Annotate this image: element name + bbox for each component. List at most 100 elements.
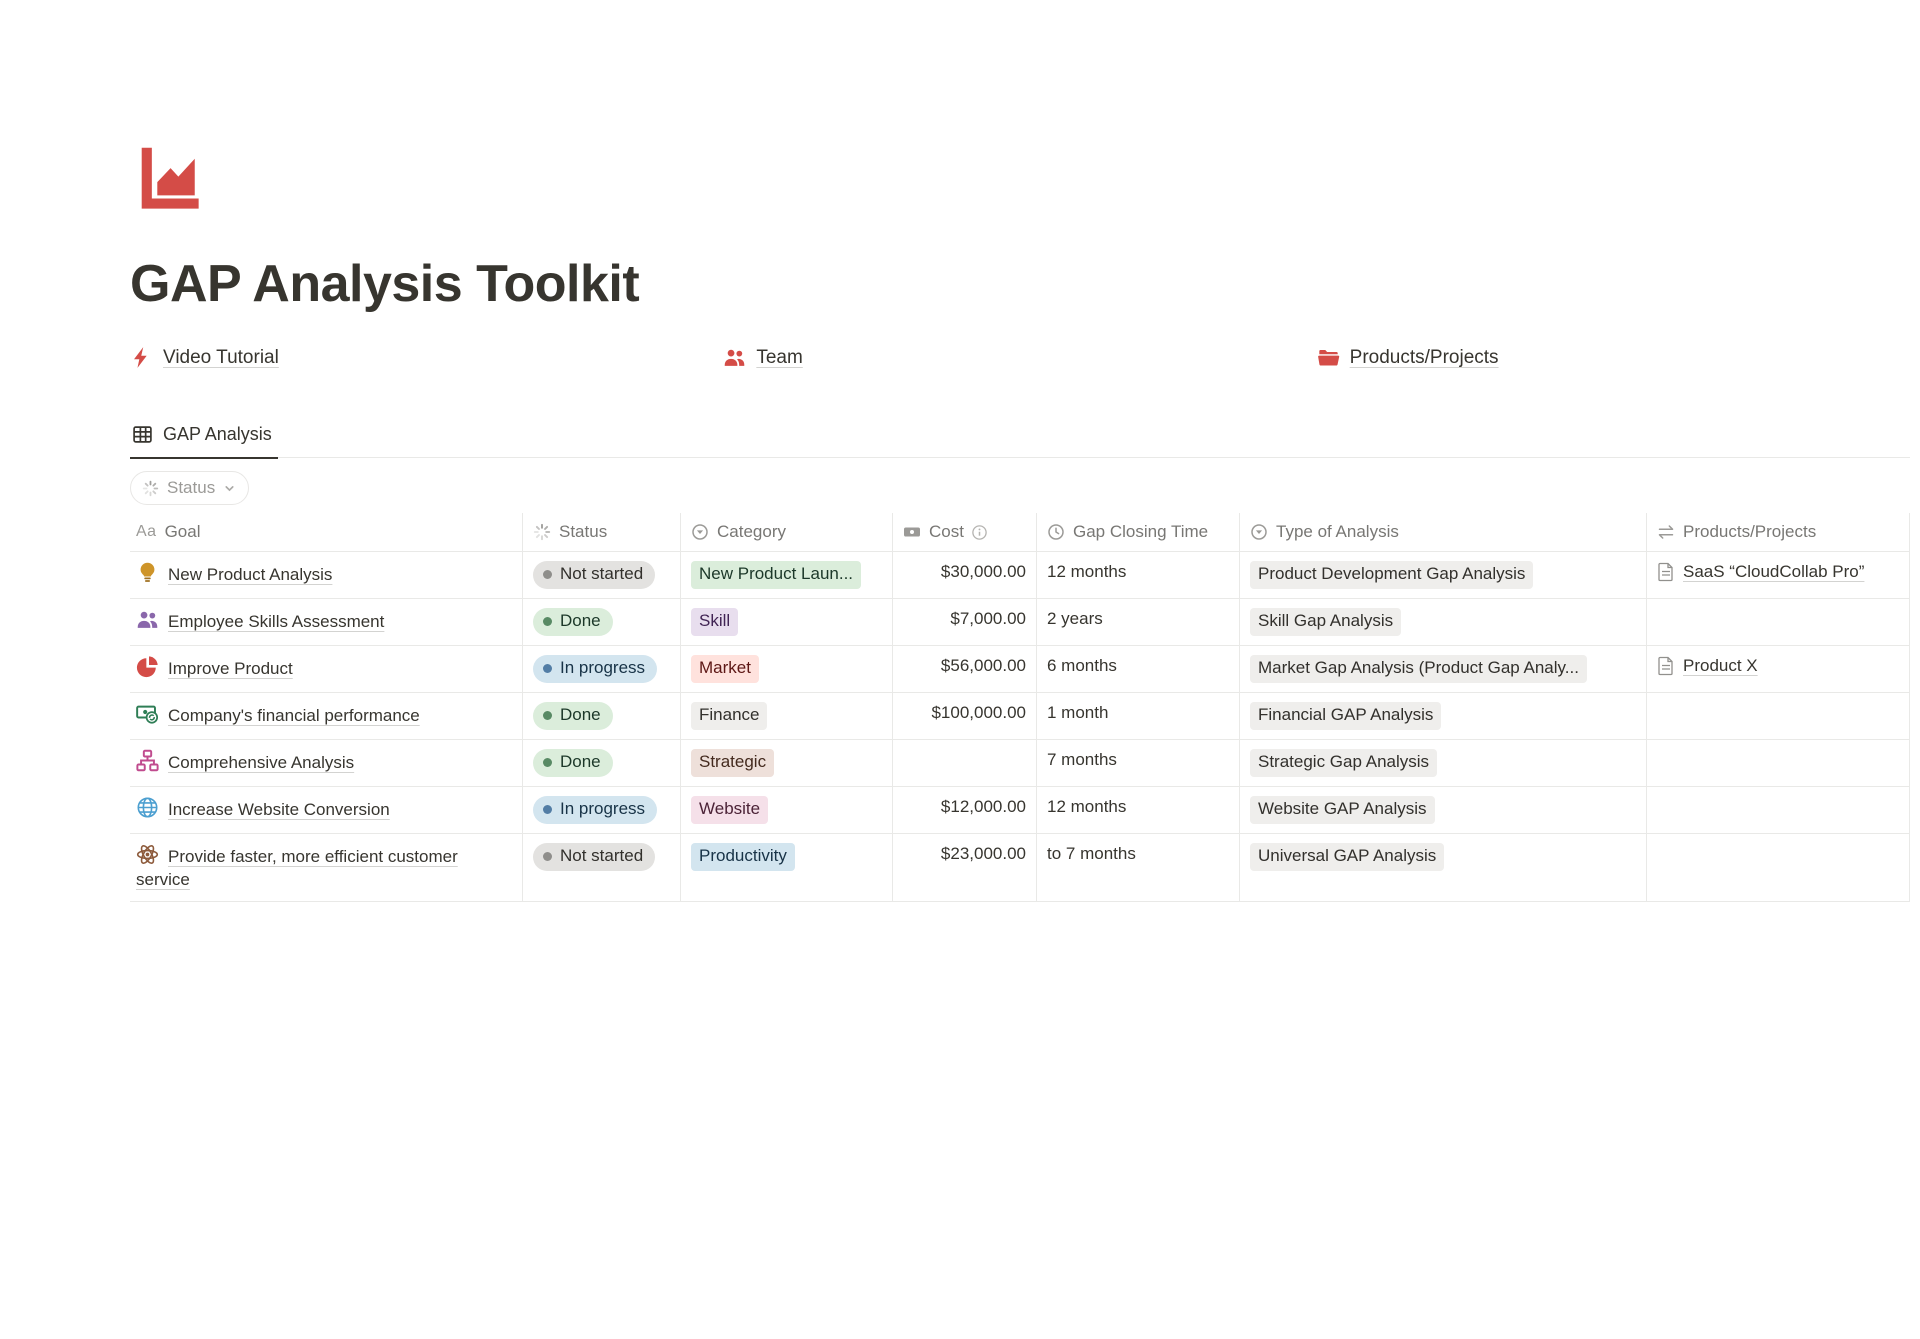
goal-cell[interactable]: Increase Website Conversion [130, 786, 523, 833]
goal-cell[interactable]: New Product Analysis [130, 552, 523, 598]
gap-closing-time-cell[interactable]: 1 month [1037, 692, 1240, 739]
relation-cell[interactable] [1647, 833, 1910, 901]
type-of-analysis-cell[interactable]: Universal GAP Analysis [1240, 833, 1647, 901]
status-cell[interactable]: Not started [523, 552, 681, 598]
table-row[interactable]: Improve Product In progress Market $56,0… [130, 645, 1910, 693]
cost-cell[interactable]: $12,000.00 [893, 786, 1037, 833]
goal-cell[interactable]: Comprehensive Analysis [130, 739, 523, 786]
cost-cell[interactable]: $56,000.00 [893, 645, 1037, 692]
goal-link[interactable]: Employee Skills Assessment [168, 611, 385, 631]
team-link[interactable]: Team [723, 346, 803, 369]
table-row[interactable]: New Product Analysis Not started New Pro… [130, 552, 1910, 599]
table-row[interactable]: Employee Skills Assessment Done Skill $7… [130, 598, 1910, 646]
pie-chart-icon [136, 655, 159, 678]
cost-cell[interactable]: $100,000.00 [893, 692, 1037, 739]
products-projects-link[interactable]: Products/Projects [1317, 346, 1499, 369]
goal-link[interactable]: Improve Product [168, 658, 293, 678]
table-row[interactable]: Comprehensive Analysis Done Strategic 7 … [130, 739, 1910, 787]
table-row[interactable]: Increase Website Conversion In progress … [130, 786, 1910, 834]
relation-page-link[interactable]: Product X [1657, 655, 1758, 678]
column-header-goal[interactable]: Aa Goal [130, 513, 523, 551]
relation-page-title: Product X [1683, 655, 1758, 675]
column-header-category[interactable]: Category [681, 513, 893, 551]
category-tag: Website [691, 795, 769, 824]
status-cell[interactable]: Done [523, 739, 681, 786]
link-columns: Video Tutorial Team Products/Projects [130, 346, 1910, 374]
cost-value: $30,000.00 [940, 562, 1026, 581]
gap-closing-time-cell[interactable]: 7 months [1037, 739, 1240, 786]
status-cell[interactable]: Done [523, 692, 681, 739]
category-cell[interactable]: New Product Laun... [681, 552, 893, 598]
relation-cell[interactable]: SaaS “CloudCollab Pro” [1647, 552, 1910, 598]
goal-link[interactable]: Increase Website Conversion [168, 799, 390, 819]
category-tag: Productivity [691, 842, 795, 871]
relation-cell[interactable] [1647, 598, 1910, 645]
money-exchange-icon [136, 702, 159, 725]
goal-cell[interactable]: Provide faster, more efficient customer … [130, 833, 523, 901]
status-filter-label: Status [167, 478, 216, 497]
type-of-analysis-cell[interactable]: Product Development Gap Analysis [1240, 552, 1647, 598]
cost-value: $100,000.00 [931, 702, 1026, 722]
info-icon [971, 524, 988, 541]
relation-cell[interactable] [1647, 739, 1910, 786]
relation-page-link[interactable]: SaaS “CloudCollab Pro” [1657, 561, 1864, 584]
column-header-status[interactable]: Status [523, 513, 681, 551]
type-of-analysis-cell[interactable]: Skill Gap Analysis [1240, 598, 1647, 645]
people-icon [723, 346, 746, 369]
column-header-type-of-analysis[interactable]: Type of Analysis [1240, 513, 1647, 551]
gap-closing-time-cell[interactable]: 12 months [1037, 786, 1240, 833]
gap-closing-time-cell[interactable]: 12 months [1037, 552, 1240, 598]
cost-cell[interactable]: $23,000.00 [893, 833, 1037, 901]
goal-link[interactable]: New Product Analysis [168, 565, 333, 584]
column-header-products-projects[interactable]: Products/Projects [1647, 513, 1910, 551]
cost-cell[interactable] [893, 739, 1037, 786]
category-cell[interactable]: Market [681, 645, 893, 692]
goal-cell[interactable]: Company's financial performance [130, 692, 523, 739]
category-tag: Finance [691, 701, 768, 730]
video-tutorial-link[interactable]: Video Tutorial [130, 346, 279, 369]
type-of-analysis-cell[interactable]: Market Gap Analysis (Product Gap Analy..… [1240, 645, 1647, 692]
cost-value: $12,000.00 [940, 796, 1026, 816]
status-badge: Not started [533, 561, 656, 589]
table-row[interactable]: Company's financial performance Done Fin… [130, 692, 1910, 740]
status-cell[interactable]: Done [523, 598, 681, 645]
category-cell[interactable]: Productivity [681, 833, 893, 901]
category-cell[interactable]: Finance [681, 692, 893, 739]
status-cell[interactable]: In progress [523, 786, 681, 833]
goal-cell[interactable]: Employee Skills Assessment [130, 598, 523, 645]
gap-closing-time-cell[interactable]: 2 years [1037, 598, 1240, 645]
column-header-gap-closing-time[interactable]: Gap Closing Time [1037, 513, 1240, 551]
relation-property-icon [1657, 523, 1675, 541]
cost-value: $23,000.00 [940, 843, 1026, 863]
type-of-analysis-cell[interactable]: Financial GAP Analysis [1240, 692, 1647, 739]
status-cell[interactable]: Not started [523, 833, 681, 901]
goal-link[interactable]: Provide faster, more efficient customer … [136, 846, 458, 889]
tab-gap-analysis[interactable]: GAP Analysis [130, 420, 278, 459]
status-badge: Done [533, 607, 613, 636]
gap-closing-time-cell[interactable]: 6 months [1037, 645, 1240, 692]
status-dot-icon [543, 851, 552, 861]
cost-cell[interactable]: $7,000.00 [893, 598, 1037, 645]
column-header-cost[interactable]: Cost [893, 513, 1037, 551]
type-of-analysis-cell[interactable]: Website GAP Analysis [1240, 786, 1647, 833]
red-area-chart-icon[interactable] [130, 140, 208, 218]
relation-cell[interactable] [1647, 692, 1910, 739]
relation-cell[interactable]: Product X [1647, 645, 1910, 692]
goal-link[interactable]: Comprehensive Analysis [168, 752, 355, 772]
gap-closing-time-cell[interactable]: to 7 months [1037, 833, 1240, 901]
goal-cell[interactable]: Improve Product [130, 645, 523, 692]
type-of-analysis-tag: Skill Gap Analysis [1250, 607, 1402, 636]
notion-page: GAP Analysis Toolkit Video Tutorial Team [130, 140, 1910, 902]
type-of-analysis-cell[interactable]: Strategic Gap Analysis [1240, 739, 1647, 786]
category-cell[interactable]: Skill [681, 598, 893, 645]
cost-cell[interactable]: $30,000.00 [893, 552, 1037, 598]
goal-link[interactable]: Company's financial performance [168, 705, 420, 725]
relation-cell[interactable] [1647, 786, 1910, 833]
cost-value: $56,000.00 [940, 655, 1026, 675]
category-cell[interactable]: Strategic [681, 739, 893, 786]
category-cell[interactable]: Website [681, 786, 893, 833]
table-row[interactable]: Provide faster, more efficient customer … [130, 833, 1910, 902]
status-cell[interactable]: In progress [523, 645, 681, 692]
status-filter-button[interactable]: Status [130, 471, 250, 505]
org-chart-icon [136, 749, 159, 772]
